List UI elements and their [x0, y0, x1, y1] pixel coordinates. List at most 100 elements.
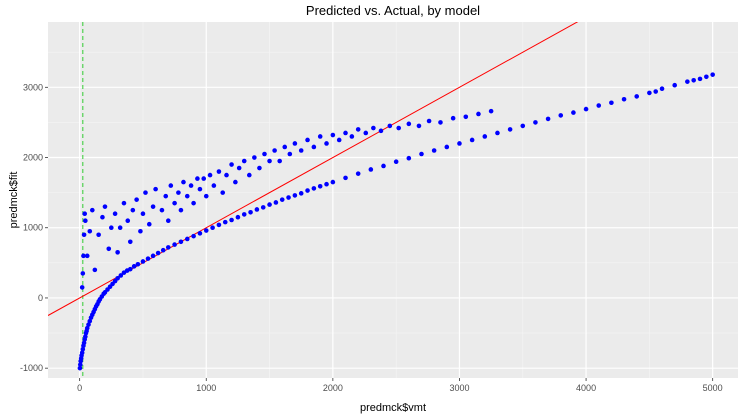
data-point	[520, 123, 526, 129]
data-point	[457, 141, 462, 146]
data-point	[252, 155, 257, 160]
data-point	[79, 285, 85, 290]
data-point	[438, 120, 443, 125]
data-point	[143, 190, 148, 195]
data-point	[287, 151, 293, 157]
data-point	[210, 225, 215, 231]
data-point	[82, 211, 88, 216]
data-point	[482, 134, 488, 139]
data-point	[172, 242, 177, 247]
data-point	[87, 318, 93, 324]
data-point	[647, 90, 652, 96]
data-point	[247, 172, 252, 178]
data-point	[150, 204, 156, 209]
data-point	[267, 158, 272, 164]
data-point	[507, 127, 513, 132]
data-point	[90, 207, 95, 213]
data-point	[697, 76, 703, 82]
data-point	[211, 183, 217, 188]
data-point	[260, 205, 266, 210]
data-point	[81, 232, 87, 238]
data-point	[138, 228, 143, 234]
data-point	[102, 204, 108, 209]
data-point	[463, 114, 469, 120]
data-point	[378, 128, 384, 134]
data-point	[571, 110, 576, 115]
data-point	[153, 186, 158, 192]
data-point	[77, 365, 83, 371]
data-point	[267, 202, 272, 207]
data-point	[159, 207, 165, 213]
data-point	[178, 207, 184, 213]
data-point	[355, 171, 361, 176]
data-point	[419, 151, 424, 157]
data-point	[254, 207, 260, 212]
data-point	[495, 130, 500, 136]
data-point	[79, 350, 85, 356]
y-axis-title: predmck$fit	[8, 172, 20, 229]
data-point	[176, 190, 181, 195]
data-point	[393, 159, 399, 165]
data-point	[343, 175, 348, 181]
data-point	[92, 267, 98, 273]
data-point	[87, 228, 93, 234]
data-point	[426, 118, 432, 124]
data-point	[444, 144, 450, 150]
data-point	[150, 253, 156, 259]
x-tick-label: 0	[77, 383, 82, 393]
data-point	[140, 259, 146, 264]
data-point	[311, 186, 317, 191]
data-point	[476, 111, 481, 117]
data-point	[371, 125, 376, 131]
data-point	[146, 221, 152, 227]
data-point	[311, 144, 317, 150]
data-point	[343, 130, 348, 136]
data-point	[140, 211, 146, 216]
data-point	[203, 228, 209, 233]
y-tick-label: 0	[38, 293, 43, 303]
data-point	[406, 121, 412, 127]
data-point	[160, 247, 166, 253]
y-tick-label: 1000	[23, 223, 43, 233]
data-point	[195, 176, 200, 181]
data-point	[112, 211, 118, 216]
data-point	[84, 253, 90, 259]
data-point	[330, 179, 336, 185]
axes: 0 1000 2000 3000 4000 5000 -1000 0 1000 2000 3000	[20, 82, 723, 393]
data-point	[368, 167, 374, 172]
data-point	[396, 125, 401, 131]
data-point	[324, 141, 329, 146]
data-point	[406, 155, 412, 161]
data-point	[387, 123, 393, 129]
data-point	[197, 231, 203, 236]
data-point	[691, 77, 696, 83]
data-point	[257, 165, 262, 171]
data-point	[118, 273, 124, 278]
data-point	[86, 322, 91, 327]
data-point	[469, 137, 475, 143]
data-point	[83, 218, 88, 224]
data-point	[286, 195, 291, 200]
data-point	[363, 130, 369, 136]
data-point	[279, 197, 285, 202]
data-point	[135, 261, 141, 267]
data-point	[241, 212, 247, 217]
data-point	[163, 193, 169, 199]
data-point	[292, 193, 298, 198]
data-point	[305, 137, 310, 143]
data-points	[77, 72, 715, 371]
data-point	[609, 100, 614, 106]
data-point	[317, 134, 323, 139]
data-point	[172, 200, 177, 206]
x-tick-label: 4000	[576, 383, 596, 393]
data-point	[201, 176, 207, 181]
data-point	[248, 209, 253, 215]
data-point	[81, 340, 87, 346]
data-point	[431, 148, 437, 153]
data-point	[330, 132, 336, 138]
y-tick-label: 3000	[23, 82, 43, 92]
data-point	[155, 250, 161, 256]
x-tick-label: 2000	[323, 383, 343, 393]
data-point	[191, 233, 196, 239]
data-point	[317, 184, 323, 189]
